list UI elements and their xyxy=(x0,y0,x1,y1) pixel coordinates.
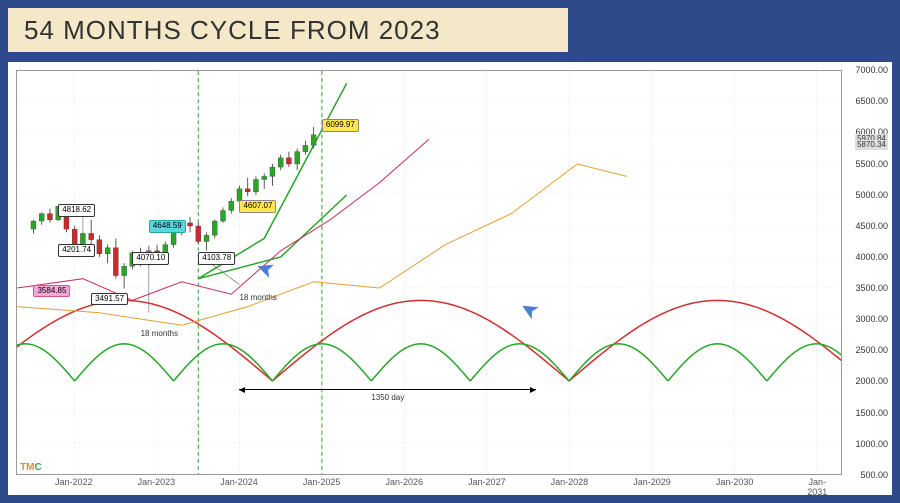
x-tick: Jan-2024 xyxy=(220,477,258,487)
y-tick: 3000.00 xyxy=(855,314,888,324)
y-tick: 5000.00 xyxy=(855,190,888,200)
y-tick: 2000.00 xyxy=(855,376,888,386)
x-tick: Jan-2022 xyxy=(55,477,93,487)
x-tick: Jan-2029 xyxy=(633,477,671,487)
chart-svg xyxy=(17,71,841,474)
x-tick: Jan-2027 xyxy=(468,477,506,487)
x-tick: Jan-2025 xyxy=(303,477,341,487)
y-tick: 7000.00 xyxy=(855,65,888,75)
annotation-text: 18 months xyxy=(141,329,178,338)
span-arrow xyxy=(239,389,536,390)
y-tick: 2500.00 xyxy=(855,345,888,355)
x-tick: Jan-2028 xyxy=(551,477,589,487)
price-label: 4201.74 xyxy=(58,244,95,257)
price-label: 6099.97 xyxy=(322,119,359,132)
price-label: 3584.85 xyxy=(33,285,70,298)
x-tick: Jan-2030 xyxy=(716,477,754,487)
price-label: 3491.57 xyxy=(91,293,128,306)
price-label: 4607.07 xyxy=(239,200,276,213)
y-tick: 6500.00 xyxy=(855,96,888,106)
page-title: 54 MONTHS CYCLE FROM 2023 xyxy=(24,15,441,46)
y-tick: 5500.00 xyxy=(855,159,888,169)
logo-watermark: TMC xyxy=(20,462,42,473)
y-tick: 1000.00 xyxy=(855,439,888,449)
price-label: 4648.59 xyxy=(149,220,186,233)
price-label: 4818.62 xyxy=(58,204,95,217)
annotation-text: 1350 day xyxy=(371,393,404,402)
chart-container: 6099.97 4607.07 4648.59 4818.62 4201.74 4070.… xyxy=(8,62,892,495)
annotation-text: 18 months xyxy=(239,293,276,302)
y-tick: 4000.00 xyxy=(855,252,888,262)
x-tick: Jan-2026 xyxy=(385,477,423,487)
price-label: 4103.78 xyxy=(198,252,235,265)
y-tick: 1500.00 xyxy=(855,408,888,418)
y-tick: 4500.00 xyxy=(855,221,888,231)
chart-plot-area: 6099.97 4607.07 4648.59 4818.62 4201.74 4070.… xyxy=(16,70,842,475)
x-axis: Jan-2022 Jan-2023 Jan-2024 Jan-2025 Jan-2026… xyxy=(16,477,842,493)
y-axis: 7000.006500.006000.005500.005000.004500.… xyxy=(844,70,890,475)
y-tick: 3500.00 xyxy=(855,283,888,293)
y-tick: 500.00 xyxy=(860,470,888,480)
x-tick: Jan-2031 xyxy=(805,477,830,497)
title-bar: 54 MONTHS CYCLE FROM 2023 xyxy=(8,8,568,52)
x-tick: Jan-2023 xyxy=(138,477,176,487)
y-marker: 5870.34 xyxy=(855,140,888,150)
price-label: 4070.10 xyxy=(132,252,169,265)
